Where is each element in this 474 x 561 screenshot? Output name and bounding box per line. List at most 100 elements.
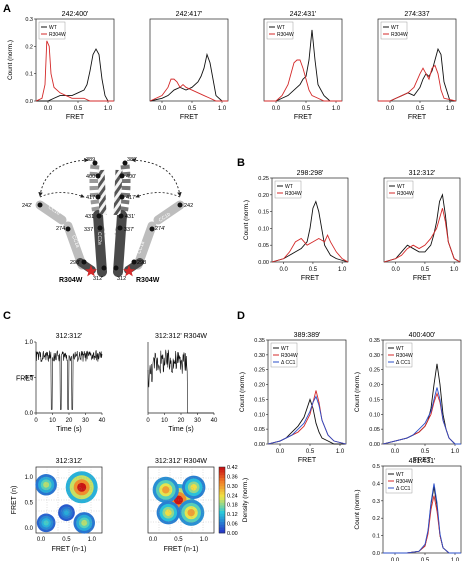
x-axis-label: FRET xyxy=(413,457,432,464)
legend-label: WT xyxy=(285,184,293,190)
plot-frame xyxy=(149,18,229,102)
panel-label-d: D xyxy=(237,310,245,322)
series-line-wt xyxy=(149,52,228,102)
x-tick-label: 0.0 xyxy=(392,267,401,273)
colorbar-tick-label: 0.06 xyxy=(227,522,238,528)
panel-label-a: A xyxy=(3,3,11,15)
x-tick-label: 0.5 xyxy=(306,449,315,455)
x-tick-label: 0.5 xyxy=(421,449,430,455)
site-dot-337 xyxy=(97,225,103,231)
plot-frame xyxy=(267,339,347,445)
series-line-wt xyxy=(267,398,346,445)
trace-312-312: 312:312' 0 10 20 30 40 0.0 0.5 1.0 Time (s) FRET xyxy=(16,333,106,433)
y-tick-label: 0.0 xyxy=(372,551,380,557)
fret-trace xyxy=(147,349,214,414)
site-dot-242 xyxy=(177,202,183,208)
colorbar-segment xyxy=(219,497,225,501)
x-tick-label: 0.5 xyxy=(421,267,430,273)
site-label-274p: 274' xyxy=(155,226,165,232)
colorbar-segment xyxy=(219,508,225,512)
plot-389-389: 389:389' 0.0 0.5 1.0 0.00 0.05 0.10 0.15 0.20 0.2… xyxy=(239,332,347,464)
colorbar-segment xyxy=(219,513,225,517)
x-tick-label: 0.0 xyxy=(276,449,285,455)
colorbar-segment xyxy=(219,483,225,487)
x-tick-label: 0.0 xyxy=(391,449,400,455)
site-label-417: 417 xyxy=(86,195,95,201)
site-dot-389p xyxy=(122,160,128,166)
series-line-wt xyxy=(383,486,461,554)
x-axis-label: Time (s) xyxy=(56,426,81,433)
y-tick-label: 0.15 xyxy=(258,210,269,216)
x-tick-label: 0.0 xyxy=(391,558,400,561)
plot-title: 242:431' xyxy=(290,11,317,18)
colorbar-segment xyxy=(219,516,225,520)
fret-arrow-right xyxy=(131,157,182,197)
colorbar-segment xyxy=(219,469,225,473)
legend-box xyxy=(386,180,414,199)
y-tick-label: 0.0 xyxy=(25,99,33,105)
legend-label: R304W xyxy=(285,191,302,197)
density-contour xyxy=(43,520,49,526)
x-axis-label: Time (s) xyxy=(168,426,193,433)
colorbar-tick-label: 0.24 xyxy=(227,493,238,499)
x-tick-label: 1.0 xyxy=(451,449,460,455)
y-tick-label: 0.30 xyxy=(254,353,265,359)
x-tick-label: 20 xyxy=(66,418,73,424)
x-tick-label: 1.0 xyxy=(450,267,459,273)
plot-title: 400:400' xyxy=(409,332,436,339)
legend-label: WT xyxy=(397,184,405,190)
fret-arrow-inner-left xyxy=(39,192,85,198)
series-line-r304w xyxy=(264,59,342,102)
legend-label: Δ CC1 xyxy=(396,360,411,366)
site-label-274: 274 xyxy=(56,226,65,232)
legend-label: Δ CC1 xyxy=(281,360,296,366)
colorbar-tick-label: 0.12 xyxy=(227,512,238,518)
site-dot-242p xyxy=(37,202,43,208)
y-axis-label: FRET (n) xyxy=(11,486,18,515)
plot-title: 298:298' xyxy=(297,170,324,177)
series-line-wt xyxy=(383,193,461,263)
y-tick-label: 0.5 xyxy=(372,464,380,470)
mutation-label-left: R304W xyxy=(59,277,83,284)
site-dot-431 xyxy=(96,213,102,219)
plot-title: 312:312' xyxy=(409,170,436,177)
site-label-389: 389 xyxy=(86,157,95,163)
coil-segment-left xyxy=(97,169,107,216)
legend-label: R304W xyxy=(396,479,413,485)
x-tick-label: 1.0 xyxy=(104,106,113,112)
density-contour xyxy=(64,510,69,516)
series-line-cc1 xyxy=(267,395,347,445)
legend-label: R304W xyxy=(397,191,414,197)
y-tick-label: 0.10 xyxy=(258,226,269,232)
colorbar-tick-label: 0.00 xyxy=(227,531,238,537)
plot-242-400: 242:400' 0.0 0.5 1.0 0.0 0.1 0.2 0.3 FRET Count (… xyxy=(7,11,115,121)
x-tick-label: 20 xyxy=(178,418,185,424)
cc2a-left xyxy=(93,210,107,277)
site-label-298p: 298' xyxy=(70,260,80,266)
colorbar-segment xyxy=(219,486,225,490)
y-tick-label: 0.3 xyxy=(25,17,33,23)
y-axis-label: Count (norm.) xyxy=(354,489,361,529)
x-tick-label: 40 xyxy=(211,418,218,424)
series-line-wt xyxy=(271,200,349,263)
x-tick-label: 1.0 xyxy=(338,267,347,273)
series-line-r304w xyxy=(383,208,461,263)
y-tick-label: 0.25 xyxy=(254,368,265,374)
site-dot-298 xyxy=(131,259,137,265)
legend-label: R304W xyxy=(277,32,294,38)
site-label-431: 431 xyxy=(85,214,94,220)
y-tick-label: 0.35 xyxy=(254,338,265,344)
site-label-242p: 242' xyxy=(22,203,32,209)
x-tick-label: 10 xyxy=(161,418,168,424)
plot-frame xyxy=(263,18,343,102)
density-contour xyxy=(165,509,172,516)
coil-segment-right xyxy=(113,169,123,216)
x-axis-label: FRET xyxy=(301,275,320,282)
legend-label: WT xyxy=(281,346,289,352)
colorbar-segment xyxy=(219,494,225,498)
legend-label: WT xyxy=(396,472,404,478)
density-contour xyxy=(43,481,50,488)
